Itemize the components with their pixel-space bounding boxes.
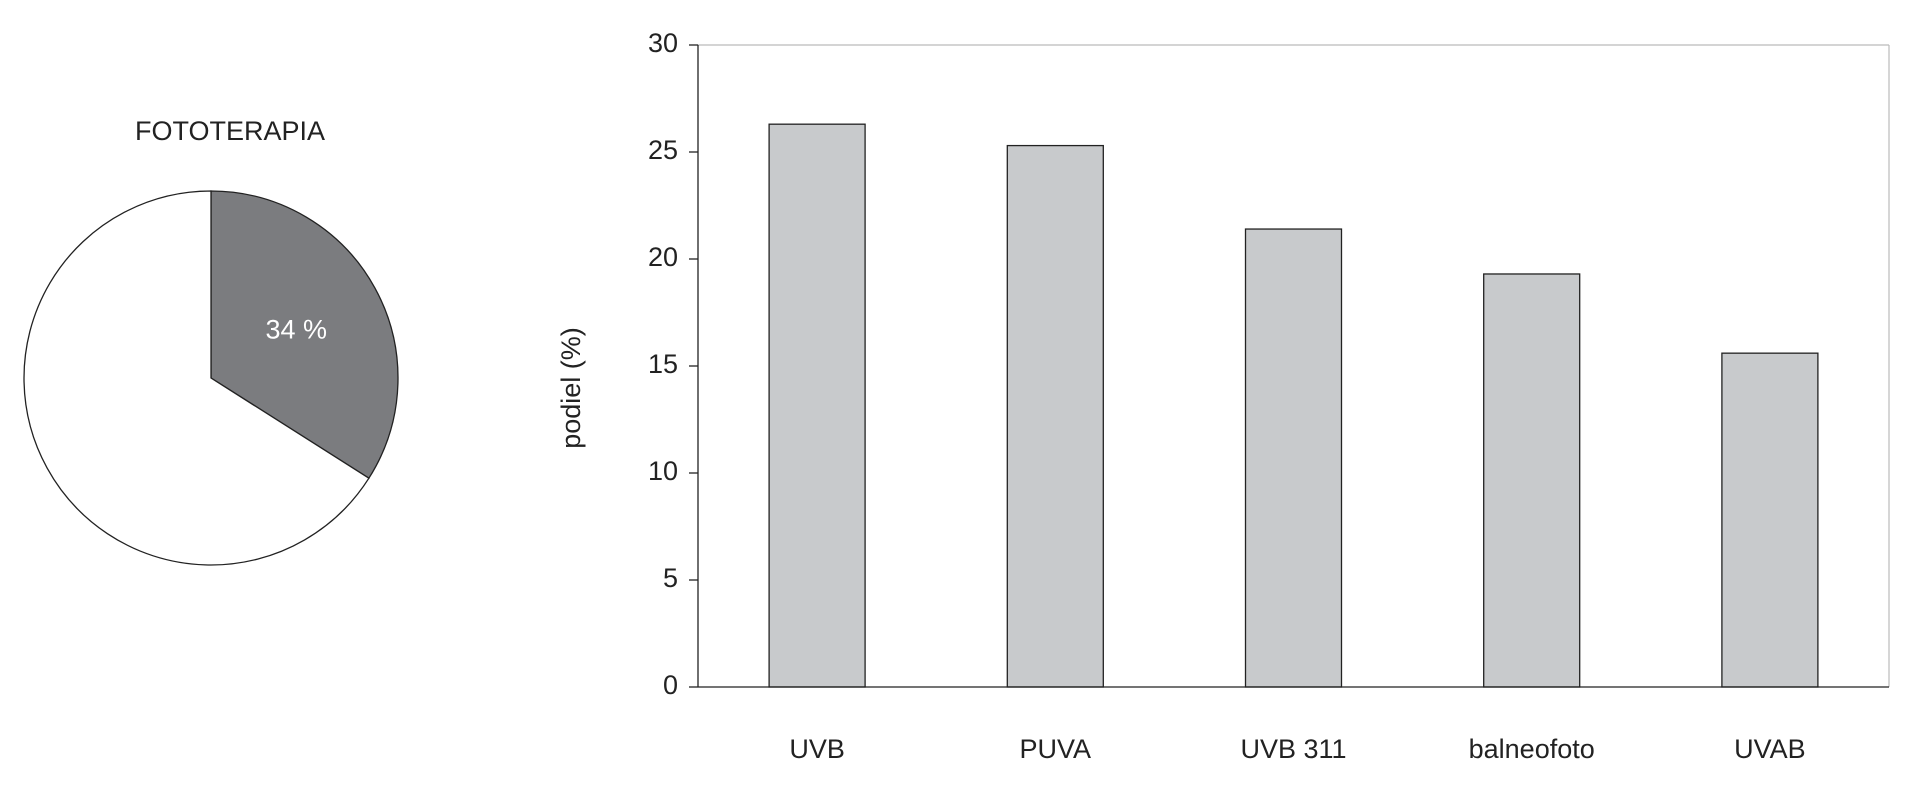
slice-label: 34 % xyxy=(265,314,327,344)
x-tick-label: UVAB xyxy=(1734,734,1806,764)
x-tick-label: PUVA xyxy=(1020,734,1092,764)
x-tick-label: UVB 311 xyxy=(1240,734,1346,764)
y-tick-label: 20 xyxy=(648,242,678,272)
bar xyxy=(768,123,866,688)
bar xyxy=(1483,273,1581,688)
y-tick-label: 15 xyxy=(648,349,678,379)
y-tick-label: 0 xyxy=(663,670,678,700)
bar xyxy=(1006,144,1104,688)
y-tick-label: 5 xyxy=(663,563,678,593)
pie-title: FOTOTERAPIA xyxy=(135,116,325,146)
bar xyxy=(1244,228,1343,688)
bar xyxy=(1721,352,1819,688)
x-tick-label: balneofoto xyxy=(1469,734,1595,764)
pie-slice xyxy=(23,190,370,566)
y-tick-label: 10 xyxy=(648,456,678,486)
x-tick-label: UVB xyxy=(789,734,845,764)
pie-slice xyxy=(210,190,399,480)
y-axis-label: podiel (%) xyxy=(556,327,586,449)
y-tick-label: 30 xyxy=(648,28,678,58)
y-tick-label: 25 xyxy=(648,135,678,165)
